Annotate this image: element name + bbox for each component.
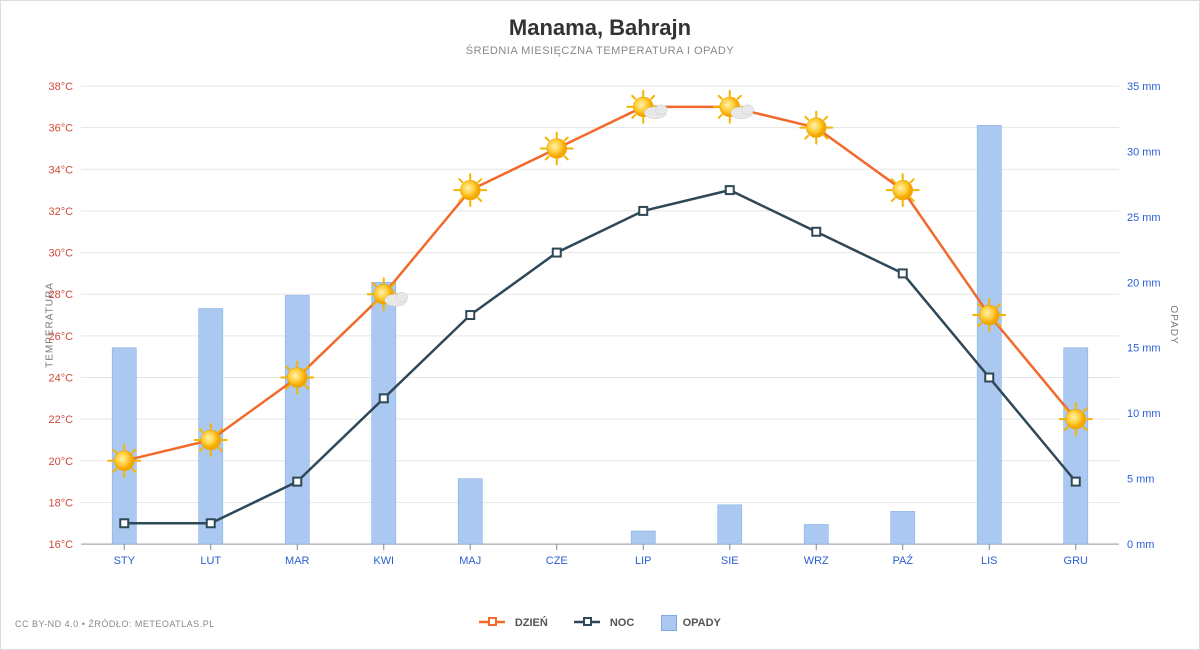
precip-bar (977, 125, 1001, 544)
svg-text:35 mm: 35 mm (1127, 81, 1161, 93)
credit-line: CC BY-ND 4.0 • ŹRÓDŁO: METEOATLAS.PL (15, 619, 215, 629)
svg-text:KWI: KWI (373, 555, 394, 567)
svg-text:32°C: 32°C (49, 206, 74, 218)
svg-text:30 mm: 30 mm (1127, 146, 1161, 158)
svg-text:15 mm: 15 mm (1127, 343, 1161, 355)
legend-item-night: NOC (574, 615, 630, 631)
svg-text:LUT: LUT (200, 555, 221, 567)
svg-text:24°C: 24°C (49, 373, 74, 385)
svg-text:16°C: 16°C (49, 539, 74, 551)
svg-text:CZE: CZE (546, 555, 568, 567)
night-marker (726, 186, 734, 194)
suncloud-icon (714, 91, 754, 123)
chart-title: Manama, Bahrajn (1, 1, 1199, 41)
chart-subtitle: ŚREDNIA MIESIĘCZNA TEMPERATURA I OPADY (1, 41, 1199, 57)
sun-icon (800, 112, 832, 144)
plot-area: 16°C18°C20°C22°C24°C26°C28°C30°C32°C34°C… (81, 86, 1119, 564)
precip-bar (631, 531, 655, 544)
night-marker (553, 249, 561, 257)
svg-text:26°C: 26°C (49, 331, 74, 343)
svg-text:28°C: 28°C (49, 289, 74, 301)
svg-text:GRU: GRU (1064, 555, 1088, 567)
precip-bar (285, 295, 309, 544)
legend-label-precip: OPADY (683, 617, 721, 629)
svg-text:SIE: SIE (721, 555, 739, 567)
sun-icon (281, 362, 313, 394)
night-marker (639, 207, 647, 215)
sun-icon (887, 174, 919, 206)
svg-text:LIP: LIP (635, 555, 651, 567)
svg-text:20°C: 20°C (49, 456, 74, 468)
svg-text:LIS: LIS (981, 555, 997, 567)
precip-bar (804, 524, 828, 544)
precip-bar (891, 511, 915, 544)
svg-text:10 mm: 10 mm (1127, 408, 1161, 420)
svg-text:18°C: 18°C (49, 497, 74, 509)
legend-label-night: NOC (610, 617, 634, 629)
svg-text:25 mm: 25 mm (1127, 212, 1161, 224)
sun-icon (1060, 403, 1092, 435)
sun-icon (108, 445, 140, 477)
svg-text:30°C: 30°C (49, 248, 74, 260)
svg-text:PAŹ: PAŹ (892, 554, 913, 567)
y-axis-right-label: OPADY (1168, 305, 1179, 344)
legend-swatch-precip (661, 615, 677, 631)
chart-svg: 16°C18°C20°C22°C24°C26°C28°C30°C32°C34°C… (81, 86, 1119, 564)
svg-text:5 mm: 5 mm (1127, 474, 1154, 486)
precip-bar (458, 479, 482, 544)
svg-text:WRZ: WRZ (804, 555, 829, 567)
svg-text:36°C: 36°C (49, 123, 74, 135)
night-marker (207, 519, 215, 527)
legend-item-day: DZIEŃ (479, 615, 544, 631)
svg-text:STY: STY (114, 555, 136, 567)
svg-text:22°C: 22°C (49, 414, 74, 426)
night-marker (985, 374, 993, 382)
night-marker (380, 394, 388, 402)
night-marker (466, 311, 474, 319)
sun-icon (973, 299, 1005, 331)
sun-icon (541, 133, 573, 165)
svg-text:20 mm: 20 mm (1127, 277, 1161, 289)
legend-item-precip: OPADY (661, 615, 721, 631)
night-marker (899, 269, 907, 277)
night-marker (812, 228, 820, 236)
suncloud-icon (627, 91, 667, 123)
svg-text:34°C: 34°C (49, 164, 74, 176)
svg-text:0 mm: 0 mm (1127, 539, 1154, 551)
sun-icon (195, 424, 227, 456)
precip-bar (372, 282, 396, 544)
precip-bar (1064, 348, 1088, 544)
svg-text:MAJ: MAJ (459, 555, 481, 567)
night-marker (293, 478, 301, 486)
svg-text:38°C: 38°C (49, 81, 74, 93)
night-marker (120, 519, 128, 527)
svg-text:MAR: MAR (285, 555, 309, 567)
chart-frame: Manama, Bahrajn ŚREDNIA MIESIĘCZNA TEMPE… (0, 0, 1200, 650)
sun-icon (454, 174, 486, 206)
legend-label-day: DZIEŃ (515, 617, 548, 629)
precip-bar (718, 505, 742, 544)
night-marker (1072, 478, 1080, 486)
